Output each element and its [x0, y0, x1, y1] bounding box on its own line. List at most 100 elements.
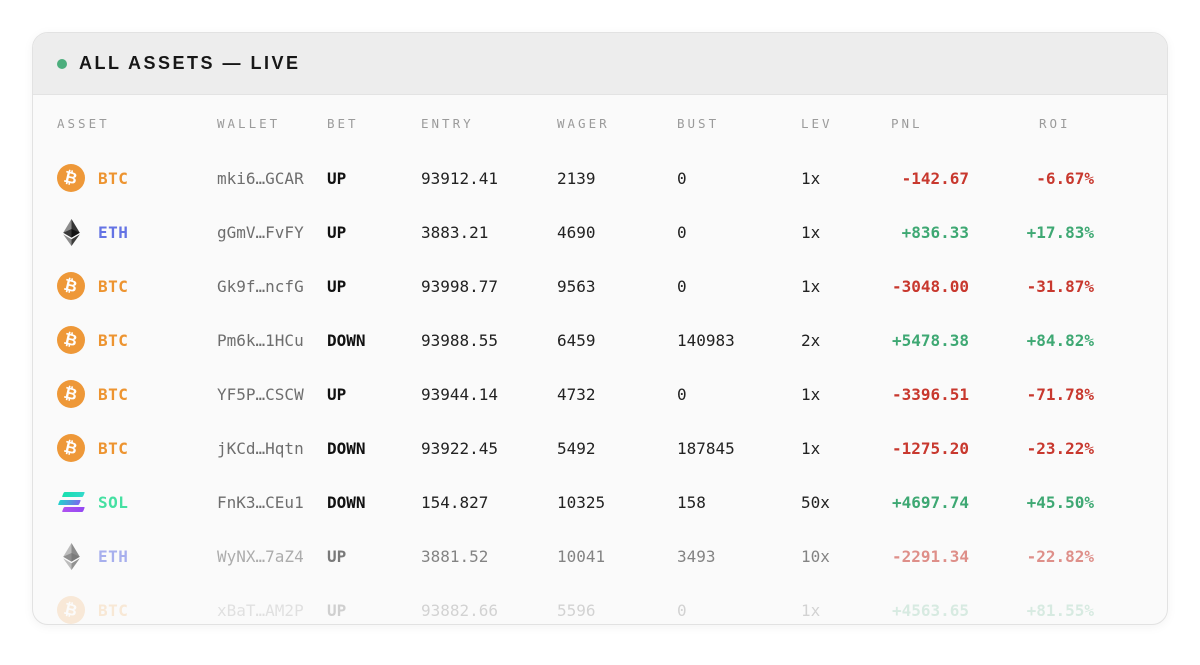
entry-price: 3881.52 [421, 546, 489, 566]
wallet-address: mki6…GCAR [217, 168, 304, 188]
asset-label: SOL [98, 492, 129, 512]
bust-price: 0 [677, 168, 687, 188]
btc-icon: ₿ [57, 272, 85, 300]
roi-value: -71.78% [1026, 384, 1094, 404]
asset-label: BTC [98, 330, 129, 350]
column-header-lev: LEV [801, 115, 833, 131]
panel-title: ALL ASSETS — LIVE [79, 53, 301, 73]
wager-amount: 5596 [557, 600, 596, 620]
table-row[interactable]: ₿ BTC mki6…GCAR UP 93912.41 2139 0 1x -1… [33, 151, 1167, 205]
leverage-value: 1x [801, 222, 821, 242]
pnl-value: +4697.74 [891, 492, 969, 512]
bust-price: 0 [677, 276, 687, 296]
table-row[interactable]: ₿ BTC xBaT…AM2P UP 93882.66 5596 0 1x +4… [33, 583, 1167, 624]
leverage-value: 1x [801, 384, 821, 404]
bet-direction: UP [327, 168, 347, 188]
table-row[interactable]: ₿ BTC jKCd…Hqtn DOWN 93922.45 5492 18784… [33, 421, 1167, 475]
pnl-value: -2291.34 [891, 546, 969, 566]
roi-value: +45.50% [1026, 492, 1094, 512]
btc-icon: ₿ [57, 596, 85, 624]
column-header-asset: ASSET [57, 115, 110, 131]
asset-cell: ₿ BTC [57, 326, 217, 354]
asset-label: BTC [98, 168, 129, 188]
eth-icon [57, 542, 85, 570]
pnl-value: -1275.20 [891, 438, 969, 458]
pnl-value: -3048.00 [891, 276, 969, 296]
roi-value: -6.67% [1036, 168, 1094, 188]
btc-icon: ₿ [57, 380, 85, 408]
column-header-entry: ENTRY [421, 115, 474, 131]
asset-cell: ₿ BTC [57, 164, 217, 192]
roi-value: +17.83% [1026, 222, 1094, 242]
table-row[interactable]: ₿ ETH gGmV…FvFY UP 3883.21 4690 0 1x +83… [33, 205, 1167, 259]
bet-direction: UP [327, 546, 347, 566]
asset-cell: ₿ ETH [57, 218, 217, 246]
eth-icon [57, 218, 85, 246]
wager-amount: 10041 [557, 546, 606, 566]
asset-cell: ₿ SOL [57, 488, 217, 516]
pnl-value: -3396.51 [891, 384, 969, 404]
btc-icon: ₿ [57, 326, 85, 354]
column-header-roi: ROI [1039, 115, 1071, 131]
bet-direction: DOWN [327, 330, 366, 350]
roi-value: -23.22% [1026, 438, 1094, 458]
asset-cell: ₿ BTC [57, 380, 217, 408]
wallet-address: xBaT…AM2P [217, 600, 304, 620]
column-header-wallet: WALLET [217, 115, 281, 131]
pnl-value: +4563.65 [891, 600, 969, 620]
pnl-value: -142.67 [901, 168, 969, 188]
bust-price: 3493 [677, 546, 716, 566]
leverage-value: 1x [801, 438, 821, 458]
entry-price: 154.827 [421, 492, 489, 512]
asset-label: BTC [98, 276, 129, 296]
asset-cell: ₿ ETH [57, 542, 217, 570]
entry-price: 93944.14 [421, 384, 499, 404]
pnl-value: +836.33 [901, 222, 969, 242]
live-assets-panel: ALL ASSETS — LIVE ASSET WALLET BET ENTRY… [32, 32, 1168, 625]
bust-price: 0 [677, 600, 687, 620]
wallet-address: Gk9f…ncfG [217, 276, 304, 296]
roi-value: -22.82% [1026, 546, 1094, 566]
pnl-value: +5478.38 [891, 330, 969, 350]
table-row[interactable]: ₿ ETH WyNX…7aZ4 UP 3881.52 10041 3493 10… [33, 529, 1167, 583]
entry-price: 93912.41 [421, 168, 499, 188]
wager-amount: 2139 [557, 168, 596, 188]
bet-direction: UP [327, 600, 347, 620]
table-body: ₿ BTC mki6…GCAR UP 93912.41 2139 0 1x -1… [33, 151, 1167, 624]
wallet-address: WyNX…7aZ4 [217, 546, 304, 566]
table-row[interactable]: ₿ SOL FnK3…CEu1 DOWN 154.827 10325 158 5… [33, 475, 1167, 529]
bet-direction: DOWN [327, 492, 366, 512]
leverage-value: 1x [801, 600, 821, 620]
entry-price: 93988.55 [421, 330, 499, 350]
entry-price: 3883.21 [421, 222, 489, 242]
asset-label: BTC [98, 384, 129, 404]
wager-amount: 4732 [557, 384, 596, 404]
leverage-value: 1x [801, 168, 821, 188]
bust-price: 187845 [677, 438, 735, 458]
bet-direction: UP [327, 222, 347, 242]
btc-icon: ₿ [57, 164, 85, 192]
asset-cell: ₿ BTC [57, 272, 217, 300]
table-row[interactable]: ₿ BTC Pm6k…1HCu DOWN 93988.55 6459 14098… [33, 313, 1167, 367]
table-row[interactable]: ₿ BTC Gk9f…ncfG UP 93998.77 9563 0 1x -3… [33, 259, 1167, 313]
bust-price: 140983 [677, 330, 735, 350]
leverage-value: 2x [801, 330, 821, 350]
entry-price: 93998.77 [421, 276, 499, 296]
table-header-row: ASSET WALLET BET ENTRY WAGER BUST LEV PN… [33, 95, 1167, 151]
wallet-address: FnK3…CEu1 [217, 492, 304, 512]
entry-price: 93882.66 [421, 600, 499, 620]
roi-value: +84.82% [1026, 330, 1094, 350]
leverage-value: 1x [801, 276, 821, 296]
leverage-value: 10x [801, 546, 830, 566]
column-header-bust: BUST [677, 115, 720, 131]
bet-direction: UP [327, 384, 347, 404]
asset-label: ETH [98, 222, 129, 242]
wallet-address: Pm6k…1HCu [217, 330, 304, 350]
wager-amount: 4690 [557, 222, 596, 242]
table-row[interactable]: ₿ BTC YF5P…CSCW UP 93944.14 4732 0 1x -3… [33, 367, 1167, 421]
leverage-value: 50x [801, 492, 830, 512]
btc-icon: ₿ [57, 434, 85, 462]
entry-price: 93922.45 [421, 438, 499, 458]
column-header-bet: BET [327, 115, 359, 131]
bet-direction: UP [327, 276, 347, 296]
